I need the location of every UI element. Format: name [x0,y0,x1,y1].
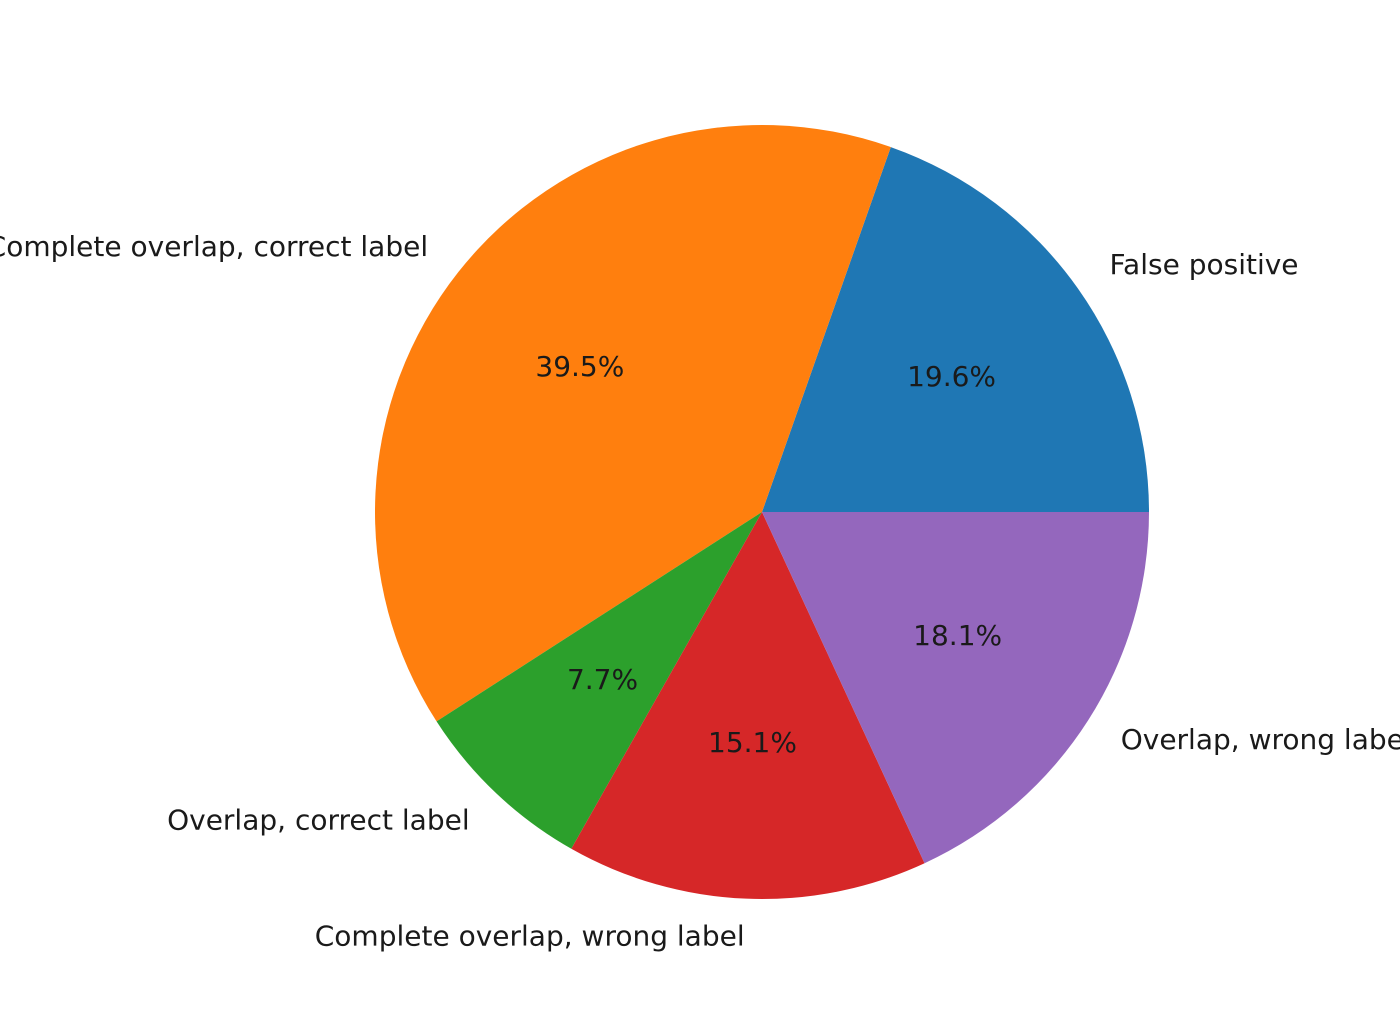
pie-slice-false-positive [762,147,1149,512]
pie-slice-overlap-wrong-label [762,512,1149,864]
pie-slice-overlap-correct-label [436,512,762,849]
slice-label-overlap-wrong-label: Overlap, wrong label [1121,723,1400,756]
slice-percent-overlap-correct-label: 7.7% [567,663,638,696]
slice-percent-false-positive: 19.6% [907,360,996,393]
pie-slices [374,125,1149,900]
pie-slice-complete-overlap-wrong-label [571,512,925,900]
pie-slice-complete-overlap-correct-label [374,125,891,722]
slice-percent-complete-overlap-correct-label: 39.5% [535,350,624,383]
slice-label-complete-overlap-correct-label: Complete overlap, correct label [0,230,428,263]
slice-label-overlap-correct-label: Overlap, correct label [167,803,470,836]
slice-percent-complete-overlap-wrong-label: 15.1% [708,726,797,759]
slice-label-false-positive: False positive [1110,248,1299,281]
slice-percent-overlap-wrong-label: 18.1% [913,619,1002,652]
pie-labels: False positive 19.6% Complete overlap, cor… [0,230,1400,952]
slice-label-complete-overlap-wrong-label: Complete overlap, wrong label [315,919,745,952]
